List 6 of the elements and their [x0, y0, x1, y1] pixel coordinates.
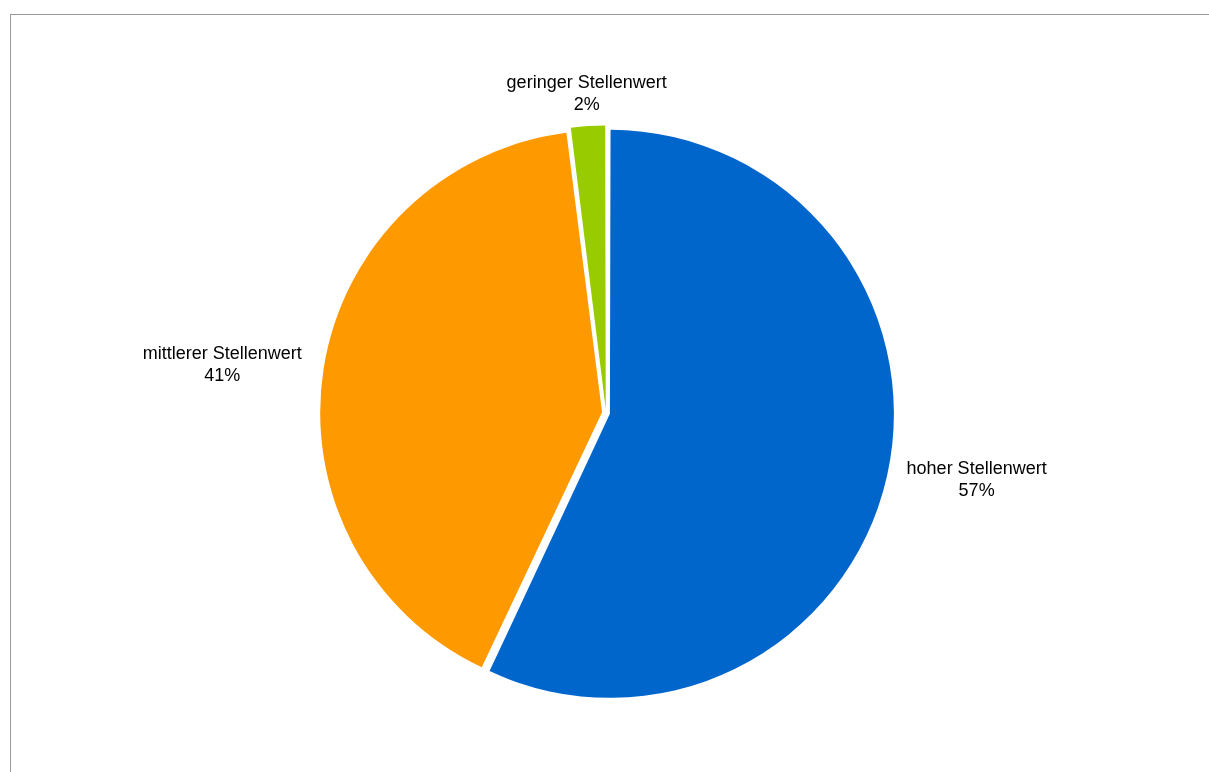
slice-label: geringer Stellenwert — [506, 71, 667, 92]
data-label: 57% — [958, 480, 995, 501]
slice-label: hoher Stellenwert — [906, 458, 1047, 479]
slice-label: mittlerer Stellenwert — [142, 342, 302, 363]
data-label: 2% — [573, 93, 600, 114]
data-label: 41% — [204, 364, 241, 385]
